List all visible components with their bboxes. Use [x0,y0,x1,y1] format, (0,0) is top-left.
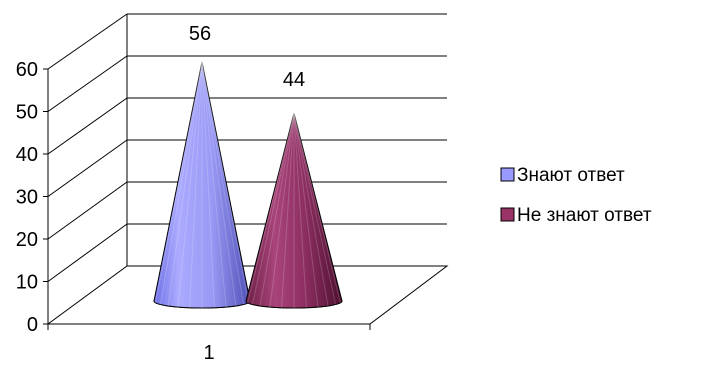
y-axis: 0 10 20 30 40 50 60 [16,59,48,336]
legend-swatch [500,167,515,182]
y-tick-label: 20 [16,229,38,251]
y-tick-label: 0 [27,314,38,336]
gridline-side [47,55,128,112]
legend-item: Знают ответ [500,165,625,186]
gridline-side [47,181,128,240]
legend-item: Не знают ответ [500,205,652,226]
cone-dont-know-answer [245,113,343,309]
gridline-side [47,97,128,155]
legend: Знают ответ Не знают ответ [500,165,652,226]
legend-label: Знают ответ [517,165,625,186]
gridline-side [47,139,128,197]
data-label: 56 [189,23,211,45]
data-label: 44 [283,69,305,91]
gridlines [47,13,447,282]
y-tick-label: 10 [16,272,38,294]
data-labels: 56 44 [189,23,305,91]
chart-floor [46,265,449,325]
y-tick-label: 50 [16,102,38,124]
x-axis: 1 [47,324,371,364]
y-tick-label: 40 [16,144,38,166]
legend-swatch [500,207,515,222]
cone-series [153,61,343,309]
y-tick-label: 60 [16,59,38,81]
gridline-side [47,223,128,282]
x-tick-label: 1 [203,342,214,364]
cone-know-answer [153,61,251,309]
y-tick-label: 30 [16,187,38,209]
chart-walls [46,14,449,325]
gridline-side [47,13,128,70]
legend-label: Не знают ответ [517,205,652,226]
